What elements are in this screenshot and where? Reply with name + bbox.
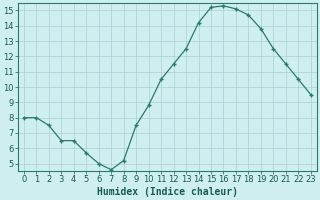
X-axis label: Humidex (Indice chaleur): Humidex (Indice chaleur) (97, 187, 238, 197)
